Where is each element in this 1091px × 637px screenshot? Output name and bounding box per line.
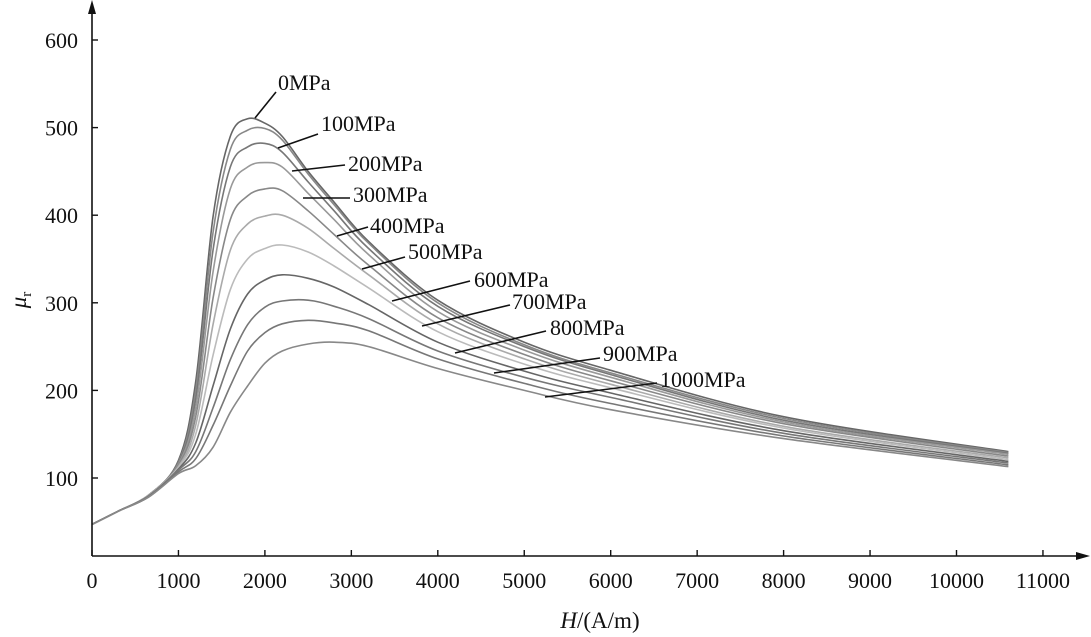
x-tick-label: 1000 bbox=[156, 568, 200, 593]
x-tick-label: 10000 bbox=[929, 568, 984, 593]
series-label: 200MPa bbox=[348, 151, 423, 176]
x-axis-title: H/(A/m) bbox=[559, 608, 639, 633]
y-tick-label: 200 bbox=[45, 378, 78, 403]
label-leader-line bbox=[361, 256, 406, 270]
y-tick-label: 100 bbox=[45, 466, 78, 491]
x-tick-label: 4000 bbox=[416, 568, 460, 593]
x-tick-label: 11000 bbox=[1016, 568, 1070, 593]
x-tick-label: 6000 bbox=[589, 568, 633, 593]
series-line-700mpa bbox=[91, 273, 1009, 526]
x-tick-label: 2000 bbox=[243, 568, 287, 593]
series-label: 900MPa bbox=[603, 341, 678, 366]
series-line-800mpa bbox=[91, 298, 1009, 526]
label-leader-line bbox=[421, 304, 511, 327]
y-tick-label: 400 bbox=[45, 203, 78, 228]
x-tick-label: 7000 bbox=[675, 568, 719, 593]
x-tick-label: 0 bbox=[87, 568, 98, 593]
label-leader-line bbox=[277, 133, 319, 149]
label-leader-line bbox=[254, 91, 277, 119]
series-line-200mpa bbox=[91, 142, 1009, 526]
curves bbox=[91, 117, 1009, 526]
series-label: 800MPa bbox=[550, 315, 625, 340]
series-line-400mpa bbox=[91, 187, 1009, 526]
x-tick-label: 9000 bbox=[848, 568, 892, 593]
label-leader-line bbox=[544, 382, 658, 398]
y-tick-label: 600 bbox=[45, 28, 78, 53]
x-tick-label: 3000 bbox=[329, 568, 373, 593]
series-line-500mpa bbox=[91, 213, 1009, 526]
label-leader-line bbox=[454, 330, 547, 354]
series-label: 100MPa bbox=[321, 111, 396, 136]
label-leader-line bbox=[336, 226, 369, 237]
series-line-900mpa bbox=[91, 319, 1009, 526]
series-line-1000mpa bbox=[91, 341, 1009, 526]
series-label: 400MPa bbox=[370, 213, 445, 238]
series-label: 700MPa bbox=[512, 289, 587, 314]
series-label: 500MPa bbox=[408, 239, 483, 264]
x-axis-arrow-icon bbox=[1076, 552, 1090, 560]
label-leader-line bbox=[493, 357, 601, 374]
label-leader-line bbox=[291, 164, 346, 172]
series-line-300mpa bbox=[91, 161, 1009, 526]
y-ticks: 100 200 300 400 500 600 bbox=[45, 28, 98, 491]
series-label: 300MPa bbox=[353, 182, 428, 207]
y-tick-label: 500 bbox=[45, 116, 78, 141]
label-leader-line bbox=[391, 280, 471, 302]
y-axis-arrow-icon bbox=[88, 0, 96, 14]
series-label: 1000MPa bbox=[660, 367, 746, 392]
y-tick-label: 300 bbox=[45, 291, 78, 316]
axes bbox=[88, 0, 1090, 560]
series-label: 0MPa bbox=[278, 70, 331, 95]
x-ticks: 0 1000 2000 3000 4000 5000 6000 7000 8000 9000 100… bbox=[87, 550, 1070, 593]
series-label: 600MPa bbox=[474, 267, 549, 292]
series-line-600mpa bbox=[91, 244, 1009, 526]
x-tick-label: 8000 bbox=[762, 568, 806, 593]
series-line-0mpa bbox=[91, 117, 1009, 526]
y-axis-title: μr bbox=[6, 292, 35, 310]
x-tick-label: 5000 bbox=[502, 568, 546, 593]
